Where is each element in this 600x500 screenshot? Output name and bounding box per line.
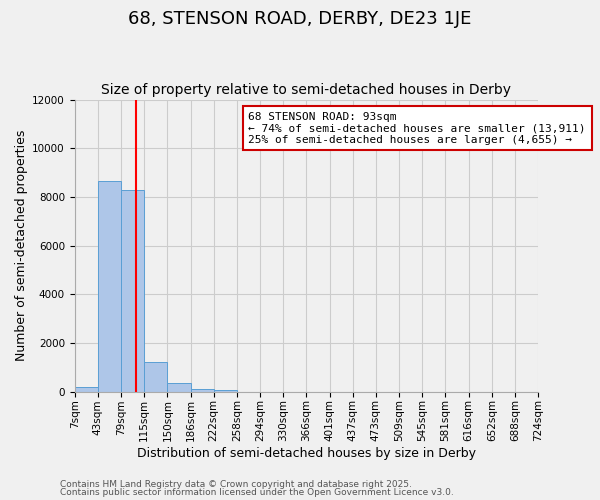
- Text: 68, STENSON ROAD, DERBY, DE23 1JE: 68, STENSON ROAD, DERBY, DE23 1JE: [128, 10, 472, 28]
- Text: Contains public sector information licensed under the Open Government Licence v3: Contains public sector information licen…: [60, 488, 454, 497]
- X-axis label: Distribution of semi-detached houses by size in Derby: Distribution of semi-detached houses by …: [137, 447, 476, 460]
- Title: Size of property relative to semi-detached houses in Derby: Size of property relative to semi-detach…: [101, 83, 511, 97]
- Bar: [167, 383, 191, 392]
- Bar: [74, 387, 98, 392]
- Text: Contains HM Land Registry data © Crown copyright and database right 2025.: Contains HM Land Registry data © Crown c…: [60, 480, 412, 489]
- Text: 68 STENSON ROAD: 93sqm
← 74% of semi-detached houses are smaller (13,911)
25% of: 68 STENSON ROAD: 93sqm ← 74% of semi-det…: [248, 112, 586, 145]
- Bar: [121, 190, 144, 392]
- Bar: [214, 390, 237, 392]
- Bar: [191, 389, 214, 392]
- Bar: [98, 181, 121, 392]
- Bar: [144, 362, 167, 392]
- Y-axis label: Number of semi-detached properties: Number of semi-detached properties: [15, 130, 28, 362]
